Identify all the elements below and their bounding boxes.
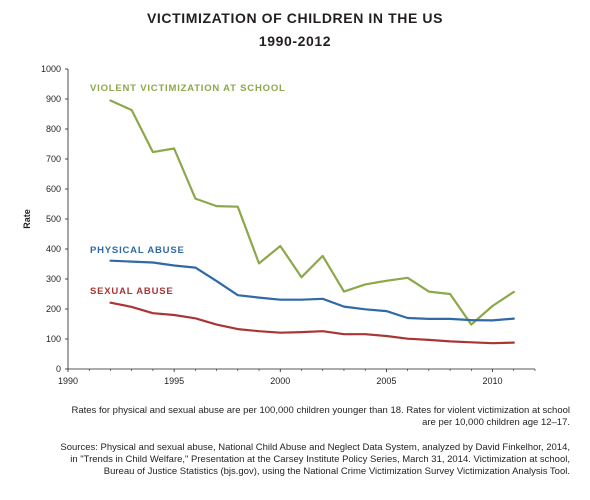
y-tick-label: 100 (46, 334, 61, 344)
y-tick-label: 900 (46, 94, 61, 104)
y-tick-label: 500 (46, 214, 61, 224)
series-line (109, 99, 515, 326)
y-tick-label: 1000 (41, 64, 61, 74)
y-tick-label: 200 (46, 304, 61, 314)
x-tick-label: 2000 (270, 376, 290, 386)
y-tick-label: 700 (46, 154, 61, 164)
sources-note: Sources: Physical and sexual abuse, Nati… (10, 442, 570, 478)
chart-lines (109, 99, 515, 345)
y-tick-label: 800 (46, 124, 61, 134)
line-chart: 0 100 200 300 400 500 600 700 800 900 1000 1990 1995… (22, 64, 536, 386)
series-label: SEXUAL ABUSE (90, 286, 174, 297)
y-axis-label: Rate (22, 209, 32, 229)
sources-note-line-2: in "Trends in Child Welfare," Presentati… (70, 454, 570, 465)
rates-note-line-2: are per 10,000 children age 12–17. (422, 417, 570, 428)
y-tick-label: 600 (46, 184, 61, 194)
rates-note: Rates for physical and sexual abuse are … (30, 405, 570, 429)
series-line (109, 259, 515, 322)
chart-subtitle: 1990-2012 (258, 33, 332, 49)
x-tick-label: 2005 (376, 376, 396, 386)
sources-note-line-1: Sources: Physical and sexual abuse, Nati… (60, 442, 570, 453)
rates-note-line-1: Rates for physical and sexual abuse are … (71, 405, 570, 416)
series-label: VIOLENT VICTIMIZATION AT SCHOOL (90, 83, 286, 94)
y-tick-label: 400 (46, 244, 61, 254)
series-labels: VIOLENT VICTIMIZATION AT SCHOOL PHYSICAL … (90, 83, 286, 297)
y-tick-label: 0 (56, 364, 61, 374)
chart-title: VICTIMIZATION OF CHILDREN IN THE US (146, 10, 444, 26)
series-label: PHYSICAL ABUSE (90, 245, 185, 256)
y-tick-label: 300 (46, 274, 61, 284)
x-tick-label: 2010 (483, 376, 503, 386)
chart-axes: 0 100 200 300 400 500 600 700 800 900 1000 1990 1995… (22, 64, 536, 386)
x-tick-label: 1995 (164, 376, 184, 386)
sources-note-line-3: Bureau of Justice Statistics (bjs.gov), … (103, 466, 570, 477)
x-tick-label: 1990 (58, 376, 78, 386)
series-line (109, 301, 515, 345)
